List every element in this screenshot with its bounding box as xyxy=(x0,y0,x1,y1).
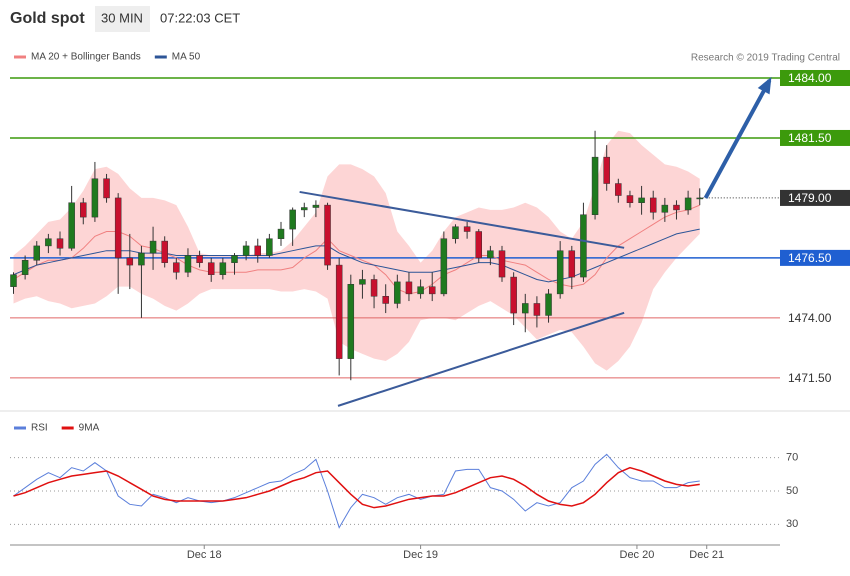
candle-body xyxy=(45,238,52,247)
level-label: 1479.00 xyxy=(788,191,832,205)
candle-body xyxy=(56,238,64,249)
candle-body xyxy=(394,281,401,304)
level-label: 1471.50 xyxy=(788,371,832,385)
time: 07:22:03 CET xyxy=(160,10,240,25)
x-tick-label: Dec 19 xyxy=(403,549,438,561)
candle-body xyxy=(522,303,529,314)
candle-body xyxy=(149,240,157,254)
candle-body xyxy=(696,197,703,200)
candle-body xyxy=(68,202,75,249)
level-label-box xyxy=(780,129,850,146)
candle-body xyxy=(126,257,134,266)
candle-body xyxy=(626,195,634,203)
candle-body xyxy=(649,197,657,213)
candle-body xyxy=(10,274,17,287)
arrow-head xyxy=(757,76,772,95)
candle-body xyxy=(452,226,459,239)
candle-body xyxy=(463,226,471,232)
candle-body xyxy=(196,255,203,263)
candle-body xyxy=(370,279,378,297)
candle-body xyxy=(33,245,41,261)
candle-body xyxy=(440,238,448,295)
level-label-box xyxy=(780,249,850,266)
x-tick-label: Dec 20 xyxy=(620,549,655,561)
candle-body xyxy=(219,262,227,275)
trendline xyxy=(703,79,772,199)
candle-body xyxy=(335,264,343,359)
candle-body xyxy=(242,245,250,256)
candle-body xyxy=(487,250,494,259)
candle-body xyxy=(80,202,87,218)
trendline xyxy=(337,311,625,407)
candle-body xyxy=(510,276,517,314)
legend-label: MA 20 + Bollinger Bands xyxy=(31,52,141,63)
candle-body xyxy=(638,197,645,203)
candle-body xyxy=(475,231,482,259)
legend-label: RSI xyxy=(31,423,48,434)
candle-body xyxy=(173,262,180,273)
candle-body xyxy=(277,228,285,239)
x-tick-label: Dec 21 xyxy=(689,549,724,561)
candle-body xyxy=(103,178,110,199)
candle-body xyxy=(568,250,576,278)
trendline xyxy=(299,190,625,249)
candle-body xyxy=(673,204,680,211)
level-label-box xyxy=(780,69,850,86)
candle-body xyxy=(91,178,99,218)
candle-body xyxy=(591,156,599,215)
level-label: 1484.00 xyxy=(788,71,832,85)
candle-body xyxy=(161,240,168,263)
credit: Research © 2019 Trading Central xyxy=(691,53,840,64)
indicator-tick-label: 30 xyxy=(786,518,798,530)
candle-body xyxy=(428,286,436,295)
candle-body xyxy=(405,281,413,295)
timeframe: 30 MIN xyxy=(101,10,143,25)
title: Gold spot xyxy=(10,10,85,27)
candle-body xyxy=(347,284,355,359)
candle-body xyxy=(603,156,610,184)
candle-body xyxy=(661,204,669,213)
legend-label: MA 50 xyxy=(172,52,201,63)
level-label: 1481.50 xyxy=(788,131,832,145)
candle-body xyxy=(231,255,238,263)
candle-body xyxy=(207,262,215,275)
x-tick-label: Dec 18 xyxy=(187,549,222,561)
level-label: 1476.50 xyxy=(788,251,832,265)
candle-body xyxy=(21,260,29,275)
candle-body xyxy=(359,279,366,285)
candle-body xyxy=(533,303,541,316)
candle-body xyxy=(184,255,192,273)
candle-body xyxy=(266,238,273,256)
candle-body xyxy=(289,209,296,230)
level-label: 1474.00 xyxy=(788,311,832,325)
candle-body xyxy=(301,207,308,211)
candle-body xyxy=(324,204,331,266)
candle-body xyxy=(545,293,552,316)
level-label-box xyxy=(780,189,850,206)
indicator-line xyxy=(13,453,700,529)
candle-body xyxy=(684,197,692,211)
moving-average xyxy=(13,204,700,295)
legend-label: 9MA xyxy=(79,423,100,434)
candle-body xyxy=(114,197,122,259)
timeframe-box xyxy=(95,6,150,32)
candle-body xyxy=(615,183,622,196)
candle-body xyxy=(417,286,424,295)
candle-body xyxy=(556,250,564,295)
candle-body xyxy=(254,245,261,256)
indicator-tick-label: 70 xyxy=(786,452,798,464)
candle-body xyxy=(138,252,145,266)
candle-body xyxy=(498,250,506,278)
candle-body xyxy=(580,214,587,278)
indicator-tick-label: 50 xyxy=(786,485,798,497)
candle-body xyxy=(382,296,389,304)
candle-body xyxy=(312,204,320,208)
indicator-line xyxy=(13,466,700,509)
